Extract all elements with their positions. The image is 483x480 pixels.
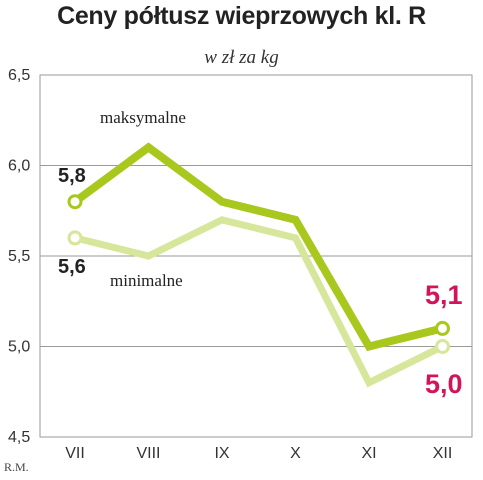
y-tick-label: 6,5 xyxy=(8,67,30,84)
chart-title: Ceny półtusz wieprzowych kl. R xyxy=(57,2,426,30)
credit-initials: R.M. xyxy=(4,460,29,474)
y-tick-label: 5,5 xyxy=(8,248,30,265)
y-tick-label: 4,5 xyxy=(8,429,30,446)
value-label-min-first: 5,6 xyxy=(58,256,86,278)
y-tick-label: 6,0 xyxy=(8,158,30,175)
x-tick-label: VII xyxy=(65,445,85,462)
series-layer xyxy=(72,142,445,388)
value-label-min-last: 5,0 xyxy=(425,369,463,399)
series-label-min: minimalne xyxy=(110,271,183,290)
data-point-marker xyxy=(435,320,450,336)
data-point-marker xyxy=(67,194,83,210)
x-tick-label: X xyxy=(290,445,301,462)
value-label-max-first: 5,8 xyxy=(58,165,86,187)
data-point-marker xyxy=(435,339,450,354)
x-axis-ticks: VII VIII IX X XI XII xyxy=(65,445,452,462)
series-line-maksymalne xyxy=(72,142,444,352)
point-markers xyxy=(67,194,450,354)
chart-subtitle: w zł za kg xyxy=(204,47,279,68)
x-tick-label: IX xyxy=(214,445,229,462)
x-tick-label: XI xyxy=(361,445,376,462)
grid-lines xyxy=(40,165,472,347)
value-label-max-last: 5,1 xyxy=(425,280,463,310)
series-label-max: maksymalne xyxy=(100,108,186,127)
y-axis-ticks: 4,5 5,0 5,5 6,0 6,5 xyxy=(8,67,30,446)
series-line-minimalne xyxy=(74,216,445,388)
chart-labels: maksymalne minimalne 5,8 5,6 5,1 5,0 xyxy=(58,108,463,399)
x-tick-label: XII xyxy=(433,445,453,462)
y-tick-label: 5,0 xyxy=(8,339,30,356)
x-tick-label: VIII xyxy=(136,445,160,462)
data-point-marker xyxy=(67,230,83,246)
